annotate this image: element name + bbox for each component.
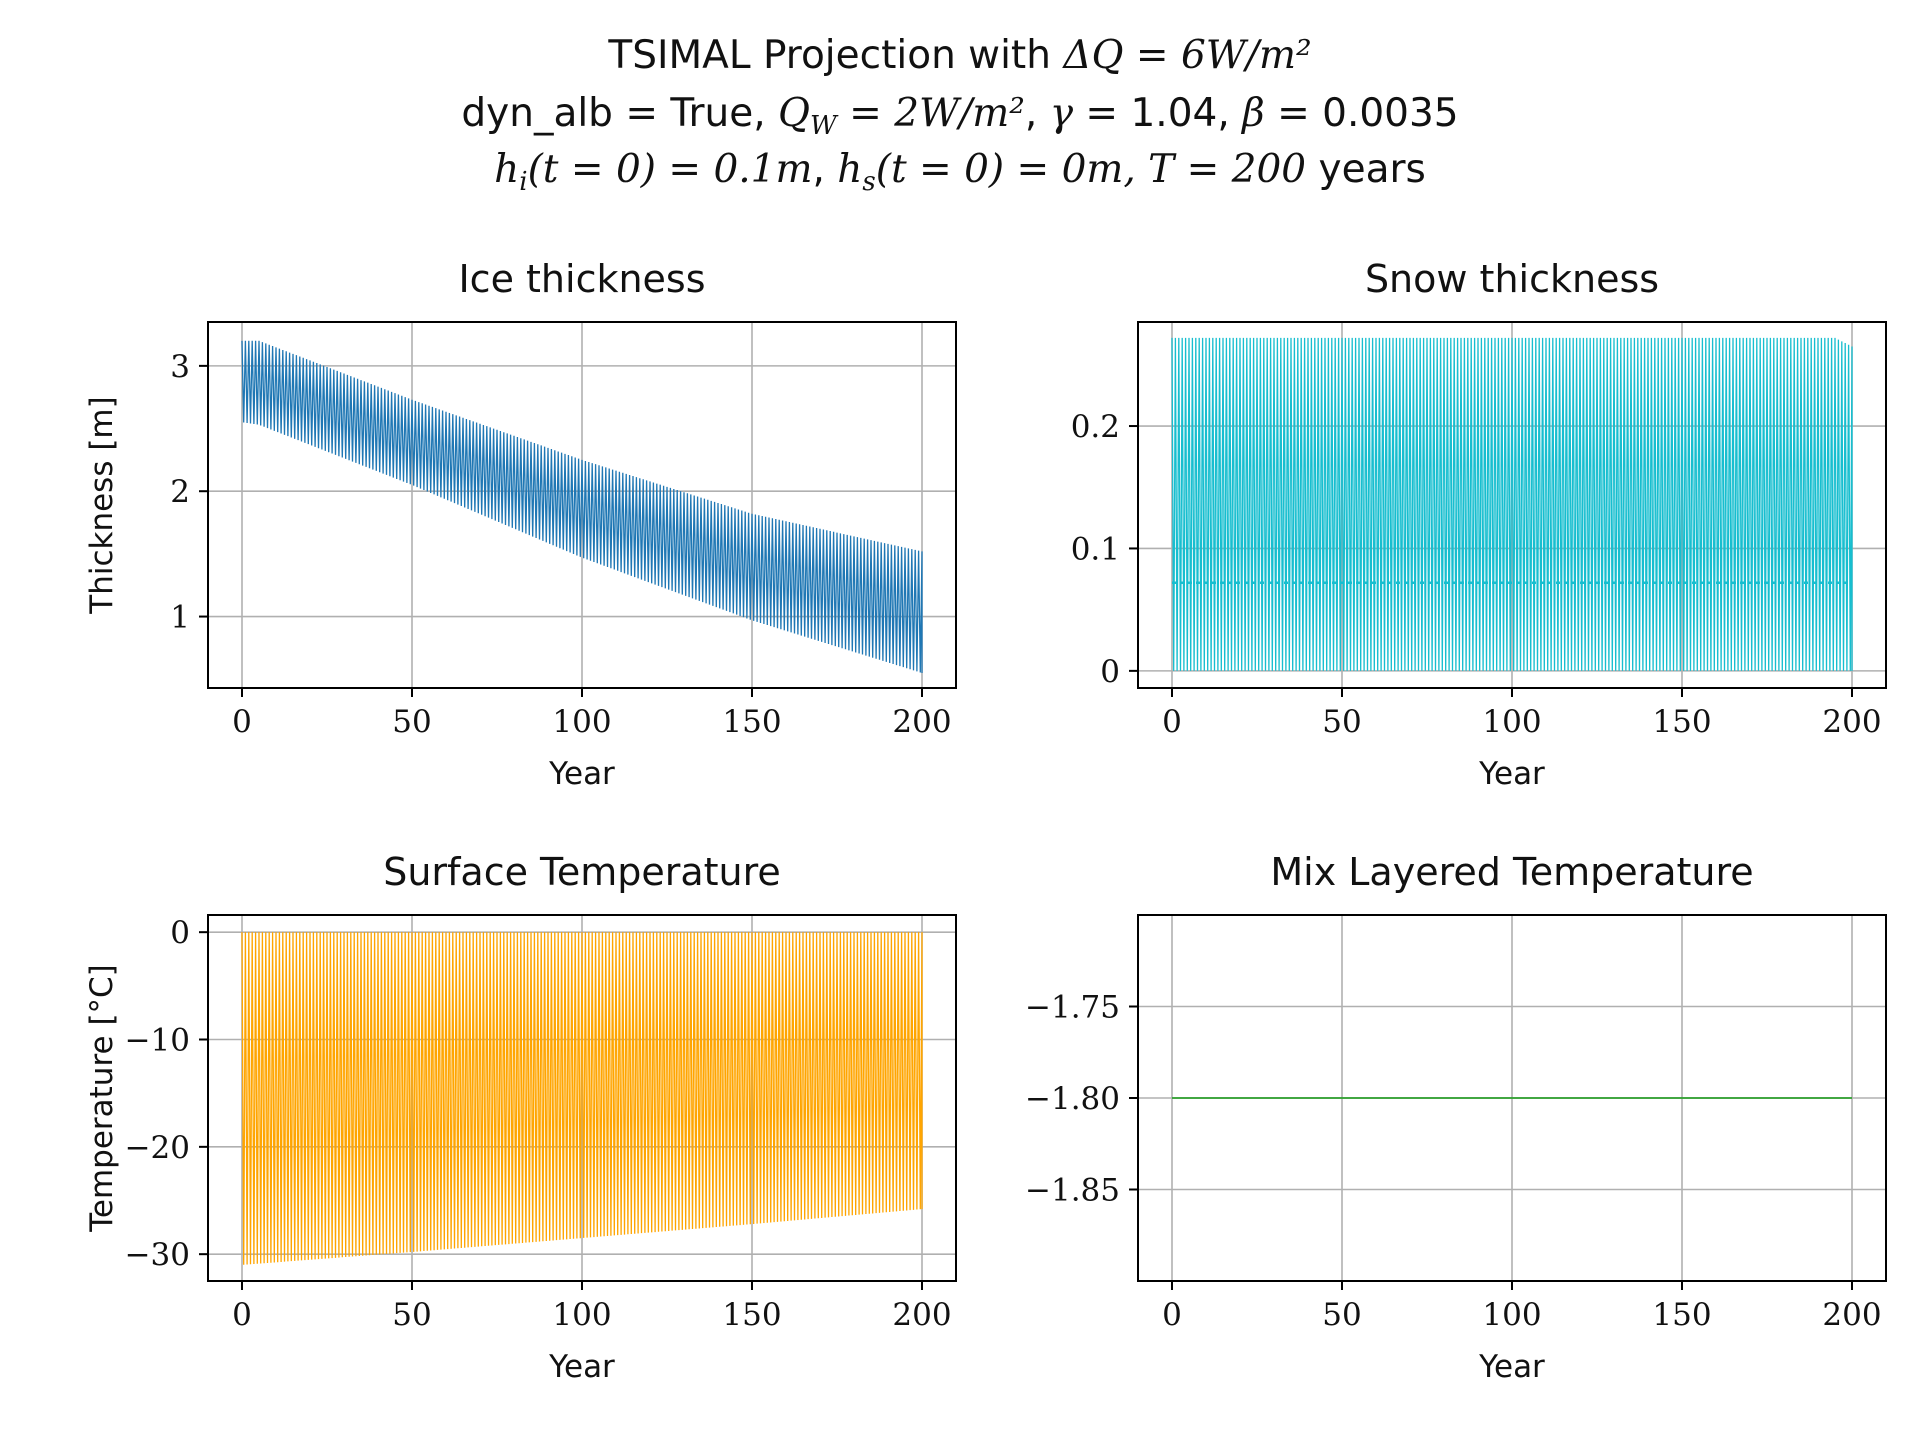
ice-thickness-series (241, 340, 923, 673)
title-line-2: dyn_alb = True, QW = 2W/m², γ = 1.04, β … (461, 91, 1458, 141)
x-tick-label: 50 (392, 1297, 431, 1333)
x-tick-label: 150 (1652, 1297, 1711, 1333)
mix-layered-temperature-title: Mix Layered Temperature (1270, 850, 1753, 894)
surface-temperature-xlabel: Year (548, 1349, 615, 1385)
x-tick-label: 0 (232, 1297, 252, 1333)
x-tick-label: 50 (1322, 704, 1361, 740)
figure-title: TSIMAL Projection with ΔQ = 6W/m² dyn_al… (461, 33, 1458, 197)
x-tick-label: 0 (232, 704, 252, 740)
x-tick-label: 200 (892, 1297, 951, 1333)
x-tick-label: 150 (722, 1297, 781, 1333)
y-tick-label: 2 (170, 474, 190, 510)
x-tick-label: 100 (1482, 1297, 1541, 1333)
x-tick-label: 50 (1322, 1297, 1361, 1333)
x-tick-label: 200 (1822, 1297, 1881, 1333)
x-tick-label: 50 (392, 704, 431, 740)
ice-thickness-title: Ice thickness (458, 257, 705, 301)
title-line-1: TSIMAL Projection with ΔQ = 6W/m² (607, 33, 1311, 78)
y-tick-label: 0 (170, 915, 190, 951)
ice-thickness-ylabel: Thickness [m] (84, 396, 120, 614)
y-tick-label: 1 (170, 600, 190, 636)
y-tick-label: 0 (1100, 654, 1120, 690)
y-tick-label: −10 (125, 1023, 190, 1059)
y-tick-label: 0.2 (1071, 409, 1120, 445)
x-tick-label: 0 (1162, 1297, 1182, 1333)
snow-thickness-panel: 0 50 100 150 200 0 0.1 0.2 Snow thickness Year (1071, 257, 1887, 792)
y-tick-label: −20 (125, 1130, 190, 1166)
ice-thickness-line (241, 340, 923, 673)
ice-thickness-panel: 0 50 100 150 200 1 2 3 Ice thickness Year Thicknes… (84, 257, 957, 792)
surface-temperature-title: Surface Temperature (383, 850, 781, 894)
ice-thickness-xlabel: Year (548, 756, 615, 792)
x-tick-label: 0 (1162, 704, 1182, 740)
y-tick-label: −30 (125, 1237, 190, 1273)
x-tick-label: 150 (722, 704, 781, 740)
x-tick-label: 150 (1652, 704, 1711, 740)
x-tick-label: 100 (552, 1297, 611, 1333)
x-tick-label: 100 (552, 704, 611, 740)
surface-temperature-ylabel: Temperature [°C] (84, 964, 120, 1233)
x-tick-label: 200 (1822, 704, 1881, 740)
y-tick-label: −1.85 (1025, 1173, 1120, 1209)
surface-temperature-panel: 0 50 100 150 200 0 −10 −20 −30 Surface Temperatur… (84, 850, 957, 1385)
surface-temperature-line (241, 932, 923, 1265)
y-tick-label: 0.1 (1071, 531, 1120, 567)
mix-layered-temperature-xlabel: Year (1478, 1349, 1545, 1385)
surface-temperature-series (241, 932, 923, 1265)
mix-layered-temperature-panel: 0 50 100 150 200 −1.75 −1.80 −1.85 Mix Layered T… (1025, 850, 1887, 1385)
x-tick-label: 200 (892, 704, 951, 740)
snow-thickness-title: Snow thickness (1365, 257, 1659, 301)
y-tick-label: 3 (170, 349, 190, 385)
y-tick-label: −1.80 (1025, 1081, 1120, 1117)
snow-thickness-line (1171, 337, 1853, 671)
title-line-3: hi(t = 0) = 0.1m, hs(t = 0) = 0m, T = 20… (494, 147, 1426, 197)
snow-thickness-series (1171, 337, 1853, 671)
y-tick-label: −1.75 (1025, 990, 1120, 1026)
snow-thickness-xlabel: Year (1478, 756, 1545, 792)
x-tick-label: 100 (1482, 704, 1541, 740)
